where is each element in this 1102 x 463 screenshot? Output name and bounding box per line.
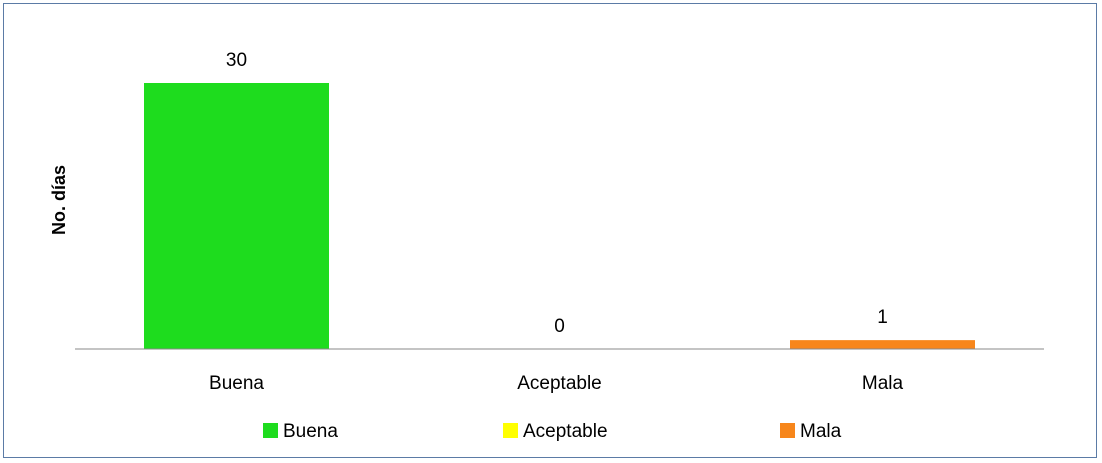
legend-label-aceptable: Aceptable [523, 421, 608, 442]
bar-buena [144, 83, 329, 349]
y-axis-label: No. días [49, 165, 69, 235]
legend-swatch-buena [263, 423, 278, 438]
data-label-buena: 30 [226, 50, 247, 71]
legend-swatch-mala [780, 423, 795, 438]
legend-swatch-aceptable [503, 423, 518, 438]
legend-label-buena: Buena [283, 421, 338, 442]
x-tick-label-buena: Buena [209, 373, 264, 394]
legend-label-mala: Mala [800, 421, 842, 442]
bar-mala [790, 340, 975, 349]
x-tick-label-aceptable: Aceptable [517, 373, 602, 394]
data-label-aceptable: 0 [554, 316, 565, 337]
x-tick-label-mala: Mala [862, 373, 904, 394]
data-label-mala: 1 [877, 307, 888, 328]
